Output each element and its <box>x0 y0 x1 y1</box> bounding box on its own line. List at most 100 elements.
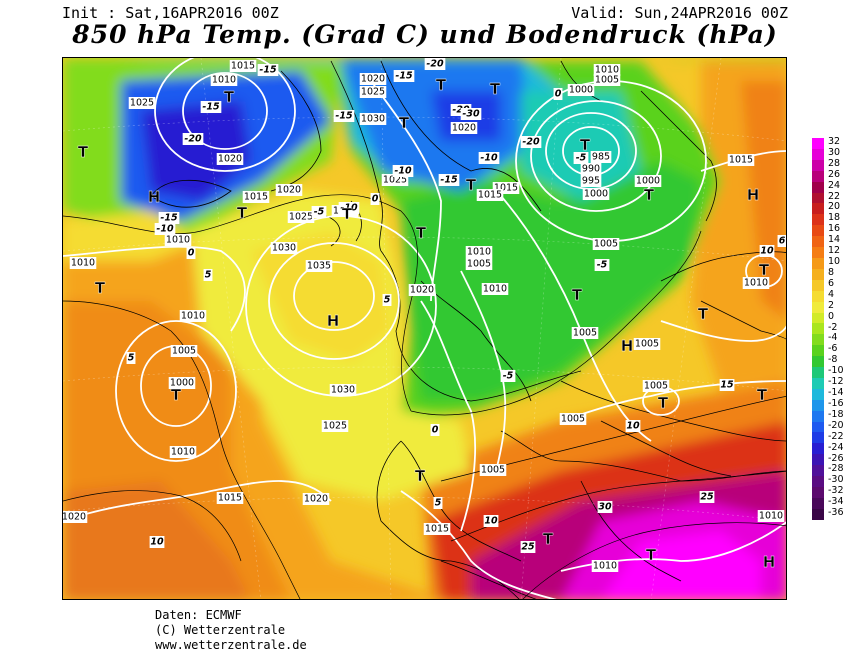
svg-text:1000: 1000 <box>569 85 593 96</box>
legend-swatch <box>812 138 824 149</box>
low-pressure-marker: T <box>224 88 235 106</box>
legend-label: 4 <box>828 288 835 300</box>
svg-text:0: 0 <box>555 89 562 100</box>
svg-text:1005: 1005 <box>172 346 196 357</box>
low-pressure-marker: T <box>416 224 427 242</box>
credit-website: www.wetterzentrale.de <box>155 638 307 652</box>
legend-swatch <box>812 301 824 313</box>
svg-text:1005: 1005 <box>561 414 585 425</box>
isobar-label: 1025 <box>359 86 387 98</box>
svg-text:-15: -15 <box>395 71 413 82</box>
legend-label: -22 <box>828 430 844 442</box>
legend-label: 26 <box>828 168 841 180</box>
svg-text:-15: -15 <box>440 175 458 186</box>
isotherm-label: -15 <box>257 64 279 76</box>
svg-text:10: 10 <box>484 516 498 527</box>
isobar-label: 1015 <box>476 189 504 201</box>
low-pressure-marker: T <box>171 386 182 404</box>
isotherm-label: 10 <box>483 515 499 527</box>
isobar-label: 1010 <box>465 246 493 258</box>
svg-text:T: T <box>399 114 410 132</box>
svg-text:1010: 1010 <box>171 447 195 458</box>
isobar-label: 1020 <box>302 493 330 505</box>
svg-text:-5: -5 <box>576 153 587 164</box>
isotherm-label: 5 <box>203 269 213 281</box>
low-pressure-marker: T <box>466 176 477 194</box>
legend-label: 14 <box>828 234 841 246</box>
svg-text:1025: 1025 <box>289 212 313 223</box>
svg-text:-5: -5 <box>597 260 608 271</box>
legend-label: -12 <box>828 376 844 388</box>
svg-text:H: H <box>763 553 776 571</box>
isobar-label: 1030 <box>270 242 298 254</box>
svg-text:10: 10 <box>626 421 640 432</box>
svg-text:-15: -15 <box>160 213 178 224</box>
isobar-label: 985 <box>590 151 612 163</box>
isotherm-label: -15 <box>200 101 222 113</box>
isotherm-label: -20 <box>182 133 204 145</box>
svg-text:H: H <box>621 337 634 355</box>
legend-label: 18 <box>828 212 841 224</box>
legend-swatch <box>812 497 824 509</box>
legend-label: 22 <box>828 190 841 202</box>
legend-label: -10 <box>828 365 844 377</box>
svg-text:1015: 1015 <box>231 61 255 72</box>
isotherm-label: -10 <box>338 202 360 214</box>
svg-text:990: 990 <box>582 164 600 175</box>
weather-map: 1015 1020 1025 1010 1025 1030 1020 1020 1010 1005… <box>62 57 787 600</box>
isotherm-label: 0 <box>186 247 196 259</box>
svg-text:1010: 1010 <box>181 311 205 322</box>
isotherm-label: 0 <box>370 193 380 205</box>
temperature-labels: -15-20-15-15-15-20-30-20-20-5-10-10-150-… <box>126 58 786 553</box>
low-pressure-marker: T <box>698 305 709 323</box>
low-pressure-marker: T <box>490 80 501 98</box>
svg-text:T: T <box>698 305 709 323</box>
svg-text:1020: 1020 <box>452 123 476 134</box>
svg-text:1015: 1015 <box>425 524 449 535</box>
isobar-label: 995 <box>580 175 602 187</box>
svg-text:0: 0 <box>372 194 379 205</box>
isotherm-label: -30 <box>460 108 482 120</box>
isobar-label: 1010 <box>69 257 97 269</box>
svg-text:1005: 1005 <box>644 381 668 392</box>
isotherm-label: -10 <box>154 223 176 235</box>
isotherm-label: 15 <box>719 379 735 391</box>
legend-swatch <box>812 236 824 248</box>
svg-text:H: H <box>747 186 760 204</box>
isotherm-label: -20 <box>520 136 542 148</box>
isobar-label: 1005 <box>479 464 507 476</box>
svg-text:1010: 1010 <box>595 65 619 76</box>
svg-text:1025: 1025 <box>323 421 347 432</box>
svg-text:T: T <box>466 176 477 194</box>
svg-text:-30: -30 <box>462 109 480 120</box>
svg-text:5: 5 <box>384 295 391 306</box>
low-pressure-marker: T <box>580 136 591 154</box>
legend-label: -20 <box>828 419 844 431</box>
isobar-label: 1020 <box>63 511 88 523</box>
isotherm-label: 10 <box>759 245 775 257</box>
svg-text:-10: -10 <box>480 153 498 164</box>
isotherm-label: -10 <box>478 152 500 164</box>
isobar-label: 1010 <box>179 310 207 322</box>
svg-text:T: T <box>658 394 669 412</box>
isotherms <box>63 194 786 599</box>
valid-time: Valid: Sun,24APR2016 00Z <box>571 4 788 22</box>
svg-text:1025: 1025 <box>361 87 385 98</box>
legend-swatch <box>812 214 824 226</box>
svg-text:25: 25 <box>521 542 535 553</box>
svg-text:995: 995 <box>582 176 600 187</box>
color-legend: 32 30 28 26 24 22 20 18 16 14 12 10 8 6 4 2 0 -2 -4 -6 -8 -10… <box>812 137 844 520</box>
isotherm-label: 0 <box>430 424 440 436</box>
svg-text:-20: -20 <box>426 59 444 70</box>
legend-label: 2 <box>828 299 835 311</box>
isobar-label: 1005 <box>593 74 621 86</box>
legend-swatch <box>812 268 824 280</box>
legend-swatch <box>812 377 824 389</box>
legend-swatch <box>812 356 824 368</box>
low-pressure-marker: T <box>399 114 410 132</box>
legend-label: -32 <box>828 485 844 497</box>
isobar-label: 1025 <box>287 211 315 223</box>
svg-text:-5: -5 <box>314 207 325 218</box>
legend-swatch <box>812 432 824 444</box>
isobar-label: 1035 <box>305 260 333 272</box>
